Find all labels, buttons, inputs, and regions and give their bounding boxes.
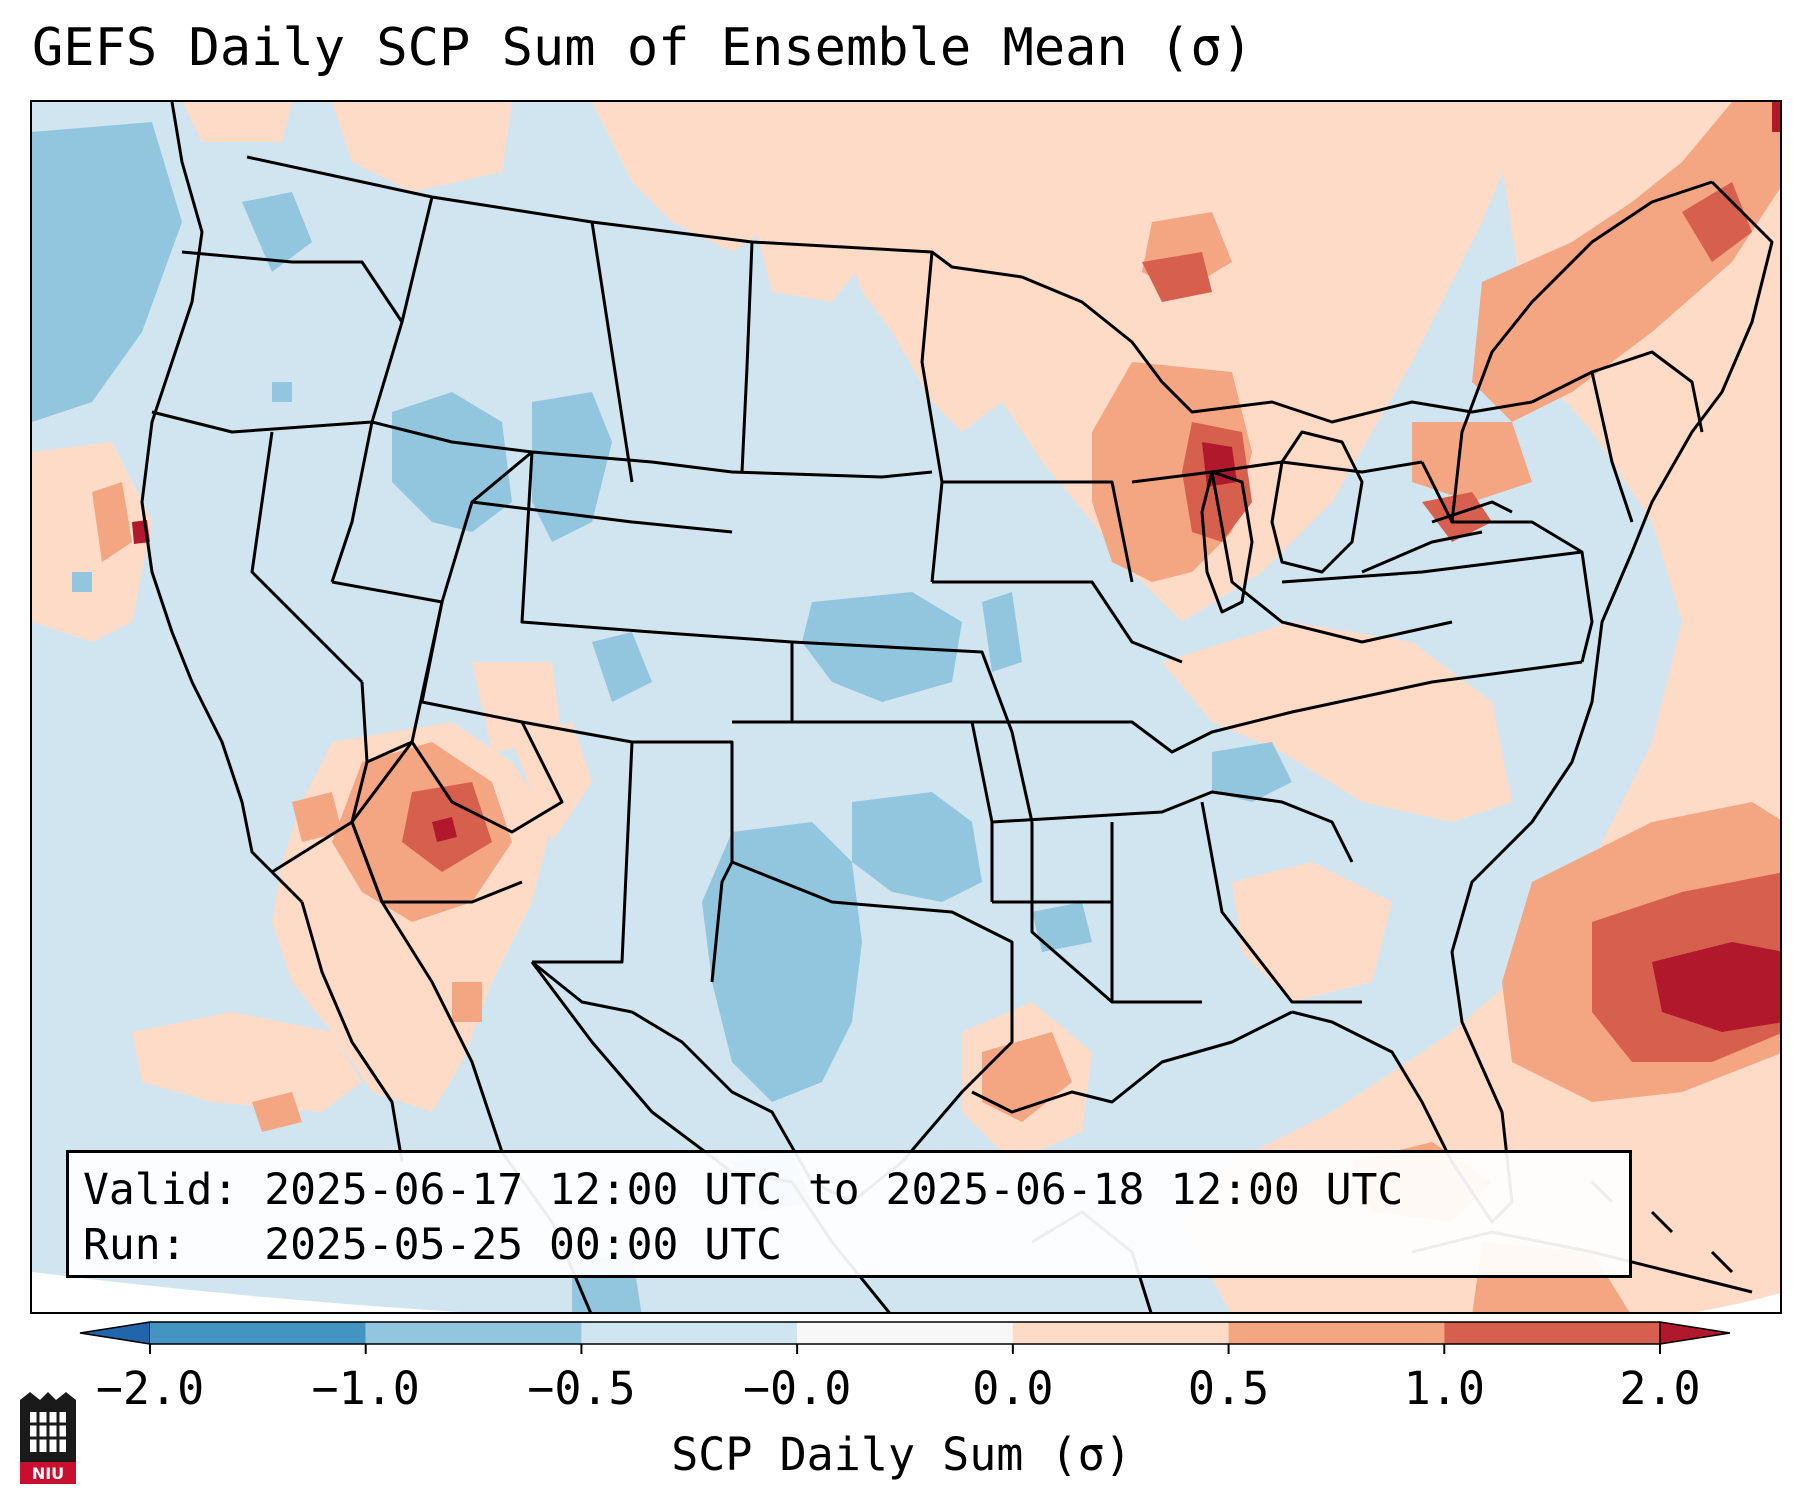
colorbar-bin: [1228, 1322, 1445, 1344]
colorbar-bin: [1444, 1322, 1660, 1344]
valid-label: Valid:: [83, 1165, 239, 1215]
positive-anomaly-extreme: [132, 102, 1780, 1032]
colorbar-tick-label: −2.0: [96, 1362, 204, 1415]
valid-time-range: 2025-06-17 12:00 UTC to 2025-06-18 12:00…: [264, 1165, 1404, 1215]
run-label: Run:: [83, 1220, 187, 1270]
colorbar-tick-label: −0.0: [743, 1362, 851, 1415]
colorbar-bin: [581, 1322, 798, 1344]
logo-text: NIU: [32, 1464, 64, 1483]
colorbar-bin: [365, 1322, 582, 1344]
colorbar-bin: [1012, 1322, 1229, 1344]
run-time: 2025-05-25 00:00 UTC: [264, 1220, 782, 1270]
colorbar-tick-label: −1.0: [312, 1362, 420, 1415]
colorbar-label: SCP Daily Sum (σ): [671, 1428, 1132, 1481]
projection-edge: [32, 1272, 461, 1312]
projection-edge-right: [1696, 1293, 1780, 1312]
map-panel: [30, 100, 1782, 1314]
colorbar-bin: [797, 1322, 1013, 1344]
valid-time-box: Valid: 2025-06-17 12:00 UTC to 2025-06-1…: [66, 1150, 1632, 1278]
colorbar-extend-low: [79, 1321, 151, 1345]
colorbar-outline: [150, 1321, 1660, 1345]
chart-title: GEFS Daily SCP Sum of Ensemble Mean (σ): [32, 18, 1253, 78]
colorbar-tick-label: −0.5: [527, 1362, 635, 1415]
scp-anomaly-map: [32, 102, 1780, 1312]
niu-logo: NIU: [20, 1392, 76, 1484]
colorbar-tick-label: 1.0: [1404, 1362, 1485, 1415]
colorbar-extend-high: [1659, 1321, 1731, 1345]
colorbar-tick-label: 0.5: [1188, 1362, 1269, 1415]
colorbar-bin: [150, 1322, 366, 1344]
colorbar-tick-label: 0.0: [972, 1362, 1053, 1415]
colorbar: −2.0 −1.0 −0.5 −0.0 0.0 0.5 1.0 2.0: [79, 1321, 1731, 1415]
colorbar-tick-label: 2.0: [1619, 1362, 1700, 1415]
